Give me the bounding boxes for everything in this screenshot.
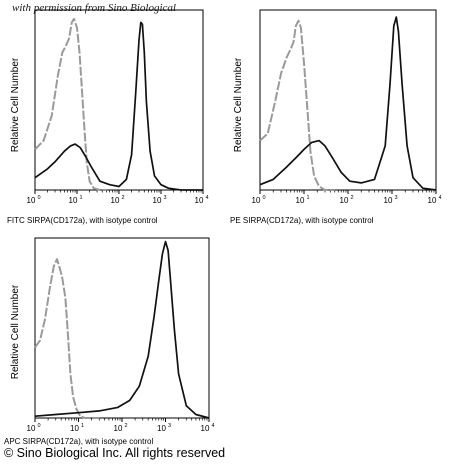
x-tick-exponent: 0 xyxy=(263,195,266,201)
x-tick-exponent: 0 xyxy=(38,423,41,429)
histogram-fitc: Relative Cell Number 10 0 10 1 10 2 10 3 10 4 FIT… xyxy=(7,9,209,225)
y-axis-label: Relative Cell Number xyxy=(10,57,21,152)
sample-curve xyxy=(259,16,437,191)
x-tick-exponent: 4 xyxy=(206,195,209,201)
isotype-curve xyxy=(34,17,107,191)
sample-curve xyxy=(34,240,210,419)
isotype-curve xyxy=(34,258,100,419)
x-tick-exponent: 4 xyxy=(439,195,442,201)
plot-area: 10 0 10 1 10 2 10 3 10 4 xyxy=(27,9,209,205)
x-tick-exponent: 4 xyxy=(212,423,215,429)
isotype-curve xyxy=(259,19,335,191)
x-axis-label: PE SIRPA(CD172a), with isotype control xyxy=(230,216,374,225)
x-tick-label: 10 xyxy=(27,424,36,433)
x-tick-label: 10 xyxy=(114,424,123,433)
plot-area: 10 0 10 1 10 2 10 3 10 4 xyxy=(252,9,442,205)
watermark-text: with permission from Sino Biological xyxy=(12,2,176,14)
histogram-apc: Relative Cell Number 10 0 10 1 10 2 10 3 10 4 APC… xyxy=(4,237,215,446)
x-tick-label: 10 xyxy=(70,424,79,433)
x-tick-label: 10 xyxy=(27,196,36,205)
x-tick-exponent: 1 xyxy=(80,195,83,201)
copyright-text: © Sino Biological Inc. All rights reserv… xyxy=(4,446,226,460)
x-tick-label: 10 xyxy=(195,196,204,205)
x-tick-label: 10 xyxy=(340,196,349,205)
x-tick-exponent: 1 xyxy=(307,195,310,201)
plot-area: 10 0 10 1 10 2 10 3 10 4 xyxy=(27,237,215,433)
x-tick-label: 10 xyxy=(201,424,210,433)
sample-curve xyxy=(34,21,203,191)
histogram-pe: Relative Cell Number 10 0 10 1 10 2 10 3 10 4 PE … xyxy=(230,9,442,225)
x-tick-label: 10 xyxy=(384,196,393,205)
x-tick-label: 10 xyxy=(428,196,437,205)
y-axis-label: Relative Cell Number xyxy=(233,57,244,152)
y-axis-label: Relative Cell Number xyxy=(10,284,21,379)
x-tick-exponent: 2 xyxy=(351,195,354,201)
x-axis-label: APC SIRPA(CD172a), with isotype control xyxy=(4,437,153,446)
x-tick-exponent: 3 xyxy=(395,195,398,201)
x-axis-label: FITC SIRPA(CD172a), with isotype control xyxy=(7,216,158,225)
x-tick-label: 10 xyxy=(157,424,166,433)
x-tick-label: 10 xyxy=(111,196,120,205)
x-tick-exponent: 0 xyxy=(38,195,41,201)
x-tick-label: 10 xyxy=(153,196,162,205)
x-tick-label: 10 xyxy=(69,196,78,205)
x-tick-label: 10 xyxy=(296,196,305,205)
x-tick-exponent: 2 xyxy=(125,423,128,429)
x-tick-label: 10 xyxy=(252,196,261,205)
x-tick-exponent: 3 xyxy=(164,195,167,201)
x-tick-exponent: 2 xyxy=(122,195,125,201)
x-tick-exponent: 3 xyxy=(168,423,171,429)
plot-frame xyxy=(34,9,204,191)
x-tick-exponent: 1 xyxy=(81,423,84,429)
